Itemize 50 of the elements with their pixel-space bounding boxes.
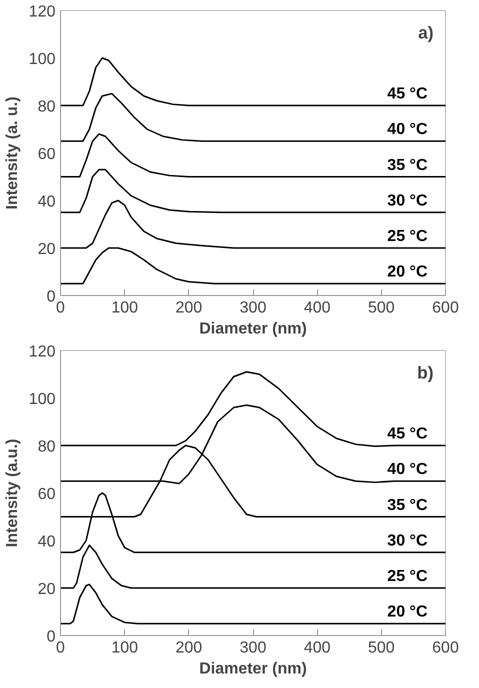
y-tick-label: 120 bbox=[28, 344, 56, 360]
y-tick-label: 80 bbox=[38, 98, 56, 116]
line-series bbox=[60, 544, 446, 589]
series-label: 35 °C bbox=[387, 156, 428, 174]
y-tick-label: 120 bbox=[28, 4, 56, 20]
y-tick-label: 20 bbox=[38, 241, 56, 258]
x-tick-label: 400 bbox=[304, 640, 331, 656]
x-axis-title: Diameter (nm) bbox=[199, 660, 307, 678]
x-tick-label: 200 bbox=[175, 300, 202, 316]
annotation: a) bbox=[418, 22, 434, 42]
x-tick-label: 100 bbox=[111, 300, 138, 316]
y-tick-label: 60 bbox=[38, 486, 56, 503]
y-tick-label: 20 bbox=[38, 581, 56, 598]
y-tick-label: 80 bbox=[38, 438, 56, 456]
series-label: 35 °C bbox=[387, 496, 428, 514]
y-tick-label: 0 bbox=[46, 288, 56, 306]
x-tick-label: 100 bbox=[111, 640, 138, 656]
series-label: 25 °C bbox=[387, 228, 428, 245]
series-label: 45 °C bbox=[387, 86, 428, 102]
series-label: 30 °C bbox=[387, 532, 428, 550]
x-tick-label: 200 bbox=[175, 640, 202, 656]
line-series bbox=[60, 133, 446, 178]
y-tick-label: 100 bbox=[28, 51, 56, 68]
series-label: 20 °C bbox=[387, 264, 428, 281]
y-tick-label: 40 bbox=[38, 534, 56, 550]
series-label: 25 °C bbox=[387, 568, 428, 585]
line-series bbox=[60, 247, 446, 284]
series-label: 45 °C bbox=[387, 426, 428, 442]
x-tick-label: 600 bbox=[432, 300, 459, 316]
x-tick-label: 600 bbox=[432, 640, 459, 656]
y-axis-title: Intensity (a. u.) bbox=[4, 96, 21, 210]
x-tick-label: 300 bbox=[240, 300, 266, 316]
y-tick-label: 100 bbox=[28, 391, 56, 408]
annotation: b) bbox=[417, 362, 434, 382]
y-axis-title: Intensity (a.u.) bbox=[4, 438, 21, 548]
x-tick-label: 300 bbox=[240, 640, 266, 656]
x-axis-title: Diameter (nm) bbox=[199, 320, 307, 338]
line-series bbox=[60, 584, 446, 624]
series-label: 20 °C bbox=[387, 604, 428, 621]
line-series bbox=[60, 57, 446, 106]
x-tick-label: 500 bbox=[368, 640, 395, 656]
y-tick-label: 60 bbox=[38, 146, 56, 163]
x-tick-label: 500 bbox=[368, 300, 395, 316]
x-tick-label: 400 bbox=[304, 300, 331, 316]
y-tick-label: 40 bbox=[38, 194, 56, 210]
line-series bbox=[60, 168, 446, 214]
series-label: 40 °C bbox=[387, 121, 428, 138]
series-label: 30 °C bbox=[387, 192, 428, 210]
y-tick-label: 0 bbox=[46, 628, 56, 646]
series-label: 40 °C bbox=[387, 461, 428, 478]
